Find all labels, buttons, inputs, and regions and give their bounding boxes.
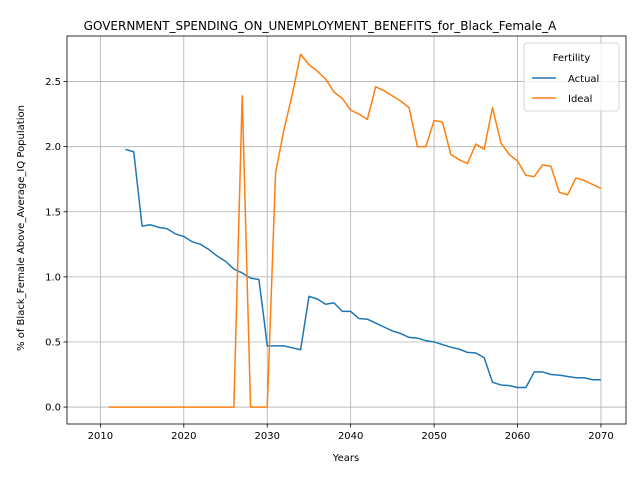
y-tick-label: 1.0 — [45, 272, 61, 283]
y-tick-label: 0.0 — [45, 403, 61, 414]
x-tick-label: 2010 — [88, 431, 113, 442]
legend-label-ideal: Ideal — [568, 94, 592, 105]
axis-ticks: 2010 2020 2030 2040 2050 2060 2070 0.0 0.5 1.0 1.5… — [45, 77, 614, 442]
y-tick-label: 1.5 — [45, 207, 61, 218]
legend: Fertility Actual Ideal — [523, 42, 620, 112]
series-line-ideal — [108, 53, 602, 408]
x-tick-label: 2060 — [505, 431, 530, 442]
x-tick-label: 2020 — [171, 431, 196, 442]
series-line-actual — [125, 148, 601, 389]
y-tick-label: 2.0 — [45, 142, 61, 153]
legend-box — [523, 42, 620, 112]
x-tick-label: 2030 — [255, 431, 280, 442]
series-lines — [108, 53, 602, 408]
x-tick-label: 2070 — [588, 431, 613, 442]
y-tick-label: 0.5 — [45, 337, 61, 348]
x-axis-label: Years — [332, 453, 359, 464]
legend-title: Fertility — [553, 53, 591, 64]
y-axis-label: % of Black_Female Above_Average_IQ Popul… — [16, 105, 27, 351]
x-tick-label: 2050 — [421, 431, 446, 442]
x-tick-label: 2040 — [338, 431, 363, 442]
legend-label-actual: Actual — [568, 74, 599, 85]
chart-title: GOVERNMENT_SPENDING_ON_UNEMPLOYMENT_BENE… — [84, 19, 557, 33]
y-tick-label: 2.5 — [45, 77, 61, 88]
plot-frame — [66, 35, 627, 425]
